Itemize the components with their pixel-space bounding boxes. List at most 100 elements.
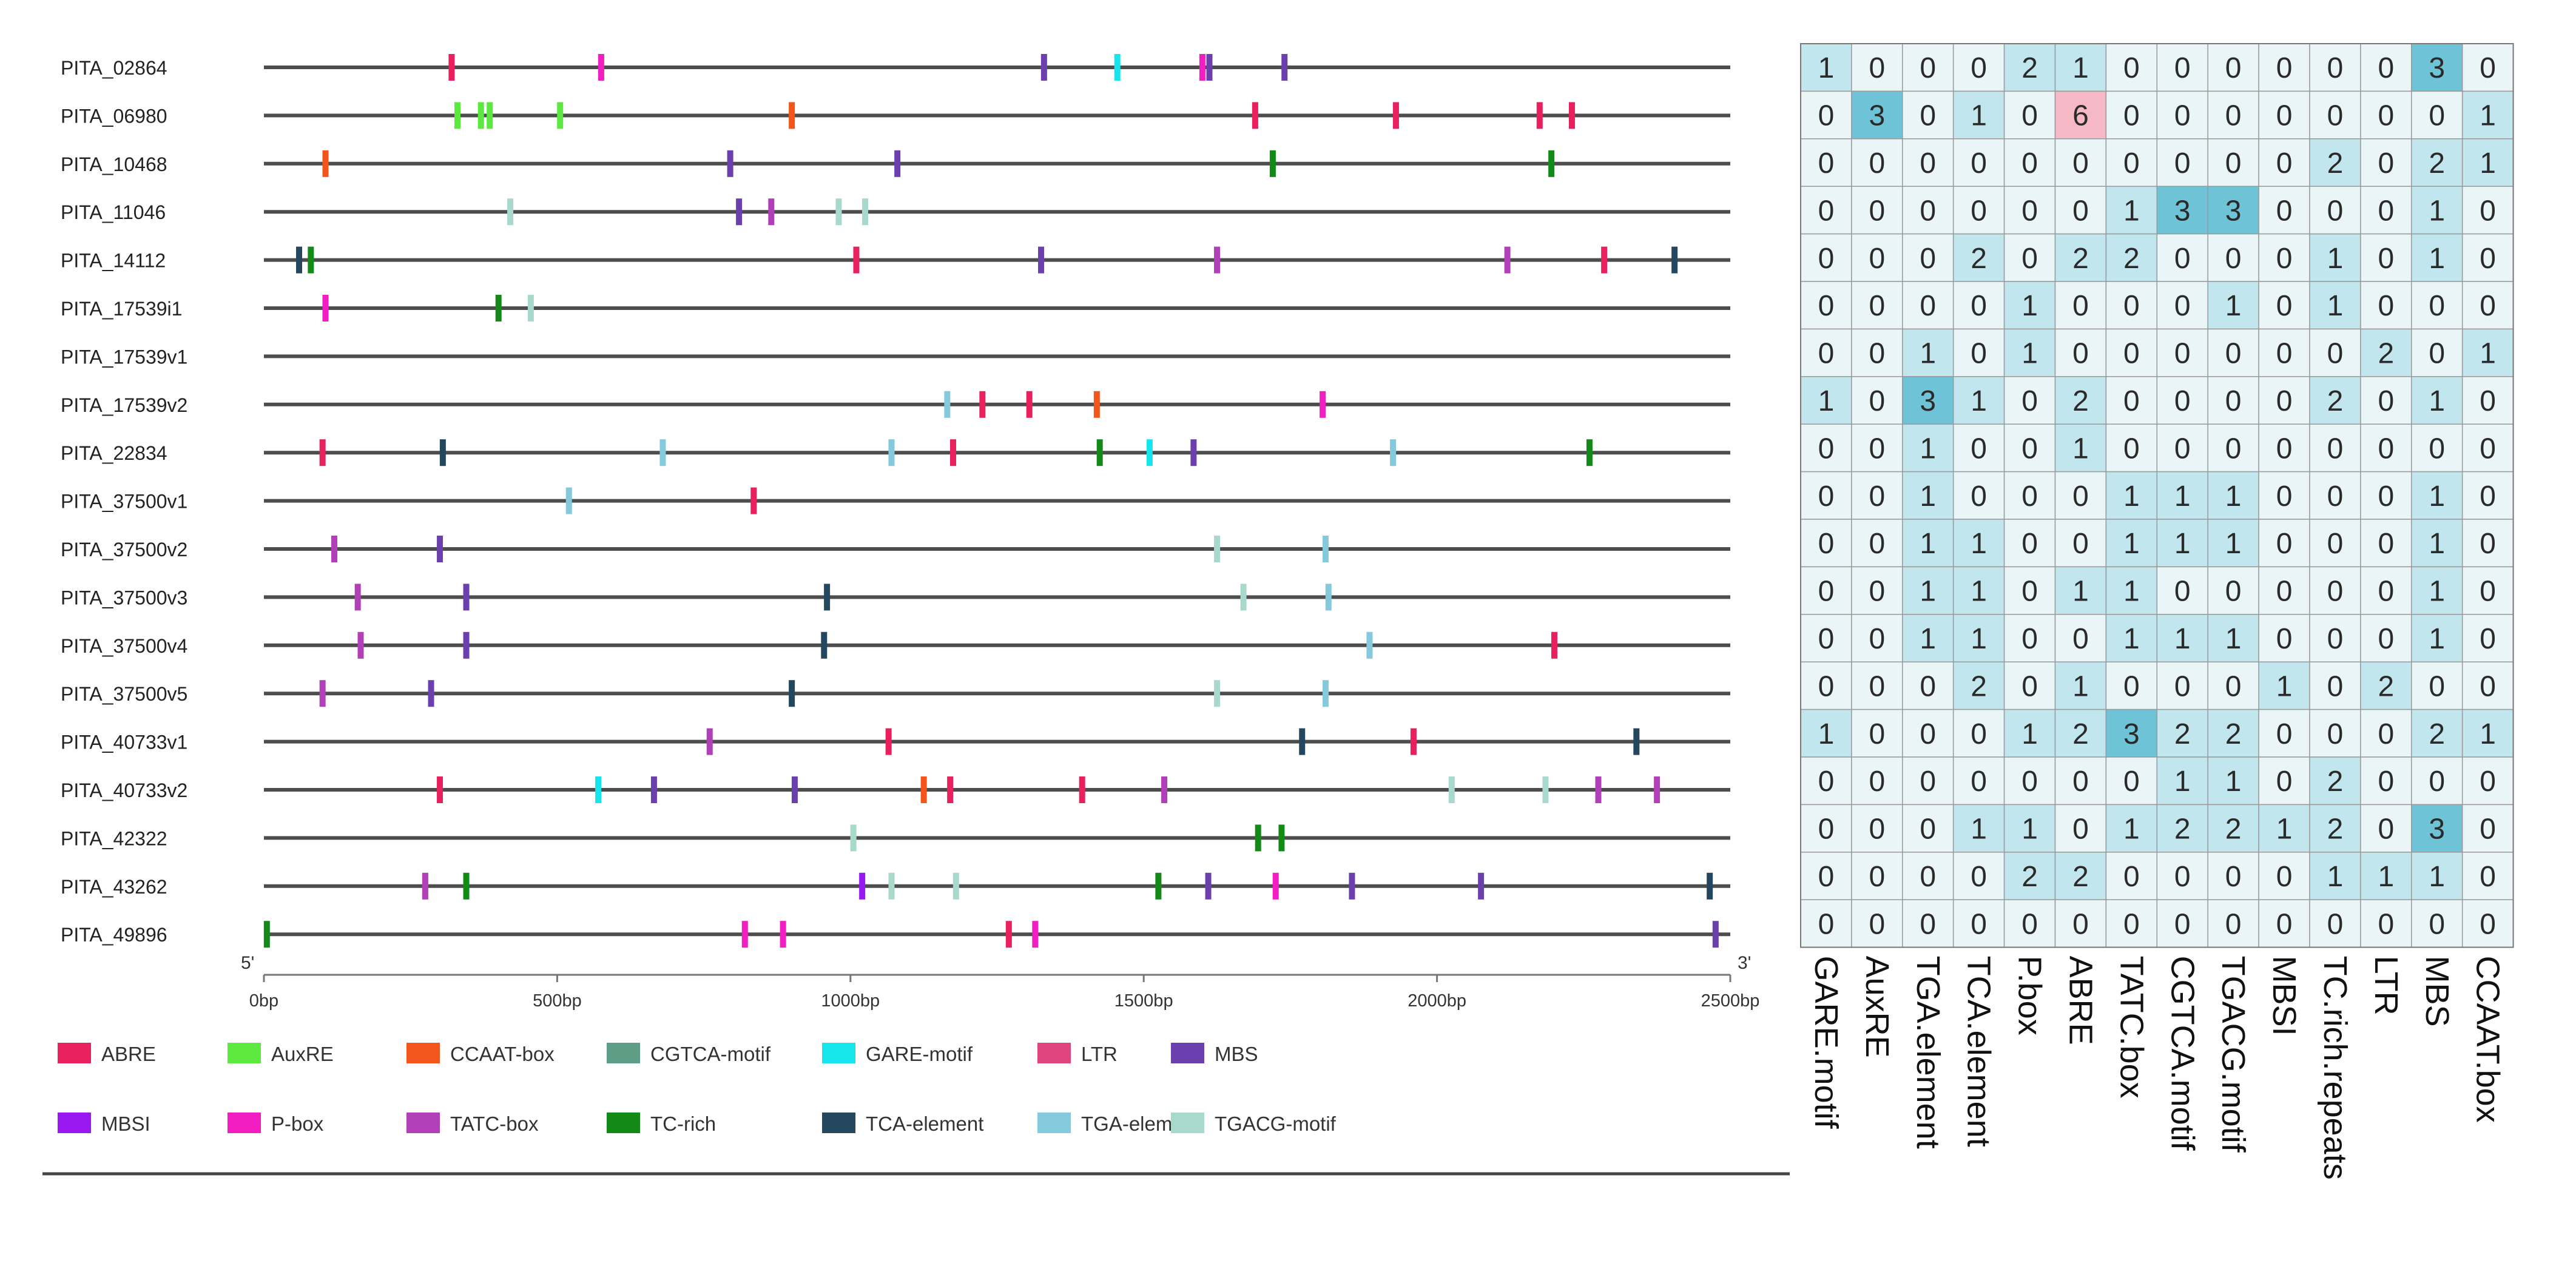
cell-value: 0 bbox=[2174, 433, 2191, 465]
element-mark bbox=[1040, 54, 1047, 81]
heatmap-cell bbox=[1800, 43, 1852, 92]
cell-value: 0 bbox=[2225, 52, 2242, 84]
cell-value: 0 bbox=[2378, 480, 2394, 513]
heatmap-cell bbox=[1902, 186, 1954, 235]
cell-value: 0 bbox=[1869, 338, 1885, 370]
gene-label: PITA_02864 bbox=[61, 57, 167, 79]
cell-value: 1 bbox=[1818, 718, 1835, 750]
element-mark bbox=[791, 776, 798, 803]
cell-value: 0 bbox=[2174, 385, 2191, 417]
legend-label: LTR bbox=[1081, 1043, 1118, 1065]
heatmap-cell bbox=[1902, 233, 1954, 282]
heatmap-cell bbox=[2360, 233, 2412, 282]
element-mark bbox=[944, 391, 951, 418]
element-mark bbox=[947, 776, 954, 803]
heatmap-cell bbox=[1952, 899, 2005, 948]
heatmap-cell bbox=[2054, 186, 2107, 235]
heatmap-cell bbox=[2411, 186, 2463, 235]
cell-value: 0 bbox=[2123, 290, 2140, 322]
cell-value: 0 bbox=[2429, 908, 2445, 940]
element-mark bbox=[821, 631, 828, 659]
cell-value: 0 bbox=[2378, 243, 2394, 275]
cell-value: 0 bbox=[2480, 243, 2496, 275]
heatmap-cell bbox=[1952, 756, 2005, 806]
cell-value: 0 bbox=[2072, 908, 2089, 940]
heatmap-cell bbox=[1800, 899, 1852, 948]
cell-value: 0 bbox=[2480, 623, 2496, 655]
heatmap-cell bbox=[2411, 661, 2463, 710]
cell-value: 0 bbox=[2327, 480, 2344, 513]
heatmap-cell bbox=[2258, 233, 2310, 282]
cell-value: 0 bbox=[2072, 623, 2089, 655]
cell-value: 1 bbox=[2378, 861, 2394, 893]
heatmap-cell bbox=[2309, 614, 2361, 662]
element-mark bbox=[888, 439, 895, 466]
heatmap-cell bbox=[2003, 138, 2056, 187]
cell-value: 0 bbox=[2327, 100, 2344, 132]
cell-value: 0 bbox=[2327, 718, 2344, 750]
cell-value: 0 bbox=[2327, 195, 2344, 227]
heatmap-cell bbox=[2003, 186, 2056, 235]
element-mark bbox=[357, 631, 364, 659]
heatmap-cell bbox=[1952, 43, 2005, 92]
cell-value: 0 bbox=[2021, 670, 2038, 702]
cell-value: 0 bbox=[2327, 52, 2344, 84]
cell-value: 0 bbox=[2378, 100, 2394, 132]
cell-value: 2 bbox=[2174, 718, 2191, 750]
heatmap-cell bbox=[2105, 519, 2158, 568]
cell-value: 0 bbox=[2174, 52, 2191, 84]
element-mark bbox=[741, 921, 748, 948]
legend-label: ABRE bbox=[101, 1043, 156, 1065]
cell-value: 0 bbox=[2327, 908, 2344, 940]
cell-value: 2 bbox=[2072, 861, 2089, 893]
cell-value: 0 bbox=[2072, 766, 2089, 798]
heatmap-cell bbox=[2156, 233, 2208, 282]
cell-value: 1 bbox=[1971, 813, 1987, 846]
cell-value: 0 bbox=[2378, 623, 2394, 655]
cell-value: 2 bbox=[2225, 718, 2242, 750]
cell-value: 0 bbox=[2276, 385, 2293, 417]
cell-value: 0 bbox=[2276, 195, 2293, 227]
cell-value: 0 bbox=[1869, 433, 1885, 465]
heatmap-cell bbox=[2360, 852, 2412, 900]
column-label: LTR bbox=[2368, 956, 2404, 1015]
heatmap-cell bbox=[2207, 186, 2259, 235]
cell-value: 1 bbox=[2021, 338, 2038, 370]
heatmap-cell bbox=[2105, 90, 2158, 140]
cell-value: 0 bbox=[2174, 338, 2191, 370]
cell-value: 0 bbox=[2174, 147, 2191, 180]
element-mark bbox=[322, 150, 329, 177]
element-mark bbox=[1595, 776, 1602, 803]
heatmap-cell bbox=[1800, 423, 1852, 473]
heatmap-cell bbox=[1902, 756, 1954, 806]
heatmap-cell bbox=[2207, 566, 2259, 615]
heatmap-cell bbox=[2156, 804, 2208, 853]
heatmap-cell bbox=[1851, 661, 1903, 710]
heatmap-cell bbox=[2105, 328, 2158, 377]
gene-label: PITA_11046 bbox=[61, 201, 166, 223]
cell-value: 0 bbox=[1971, 147, 1987, 180]
element-mark bbox=[477, 102, 484, 129]
cell-value: 0 bbox=[1920, 52, 1936, 84]
cell-value: 0 bbox=[2276, 766, 2293, 798]
heatmap-cell bbox=[2207, 423, 2259, 473]
cell-value: 1 bbox=[2480, 100, 2496, 132]
cell-value: 2 bbox=[2378, 670, 2394, 702]
cell-value: 0 bbox=[1920, 766, 1936, 798]
cell-value: 0 bbox=[2225, 908, 2242, 940]
heatmap-cell bbox=[1952, 281, 2005, 330]
heatmap-cell bbox=[2360, 804, 2412, 853]
cell-value: 1 bbox=[2225, 623, 2242, 655]
heatmap-cell bbox=[1851, 519, 1903, 568]
heatmap-cell bbox=[1902, 661, 1954, 710]
element-mark bbox=[894, 150, 901, 177]
cell-value: 0 bbox=[2225, 433, 2242, 465]
heatmap-cell bbox=[2207, 471, 2259, 520]
cell-value: 1 bbox=[2429, 385, 2445, 417]
heatmap-cell bbox=[2309, 566, 2361, 615]
cell-value: 1 bbox=[2123, 813, 2140, 846]
column-label: MBS bbox=[2419, 956, 2455, 1027]
cell-value: 2 bbox=[2225, 813, 2242, 846]
heatmap-cell bbox=[2360, 709, 2412, 758]
element-mark bbox=[1366, 631, 1373, 659]
